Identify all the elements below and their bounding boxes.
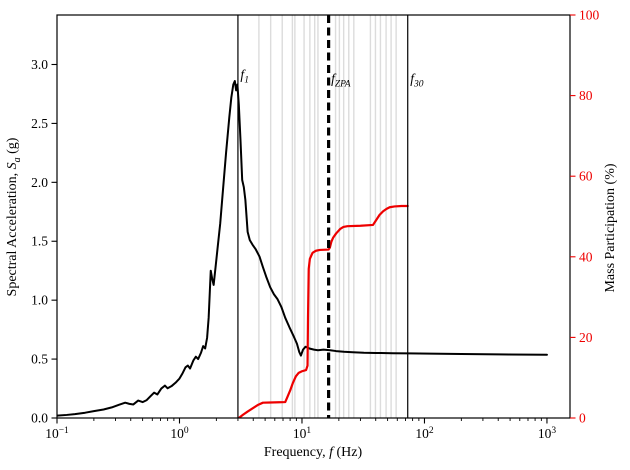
spectral-acceleration-spectrum-curve: [57, 79, 548, 417]
y-left-label-prefix: Spectral Acceleration,: [5, 169, 21, 297]
modal-frequency-lines: [258, 15, 397, 418]
x-tick-label: 102: [415, 426, 434, 441]
y-left-tick-label: 3.0: [31, 57, 48, 72]
x-axis-label-prefix: Frequency,: [263, 445, 330, 460]
cumulative-mass-participation-path: [237, 204, 409, 418]
y-right-tick-label: 80: [579, 88, 593, 103]
x-axis-label-suffix: (Hz): [332, 445, 363, 460]
y-left-axis-ticks: 0.0 0.5 1.0 1.5 2.0 2.5 3.0: [31, 57, 57, 426]
x-tick-label: 101: [293, 426, 312, 441]
plot-border: [56, 14, 571, 419]
y-left-axis-label: Spectral Acceleration, Sa (g): [5, 138, 23, 297]
y-left-tick-label: 1.0: [31, 293, 48, 308]
y-left-tick-label: 1.5: [31, 234, 48, 249]
marker-label-fZPA: fZPA: [331, 71, 351, 90]
x-tick-label: 103: [538, 426, 557, 441]
cumulative-mass-participation-curve: [237, 204, 409, 418]
y-left-tick-label: 2.5: [31, 116, 48, 131]
y-left-tick-label: 2.0: [31, 175, 48, 190]
y-right-tick-label: 100: [579, 8, 600, 23]
y-right-tick-label: 0: [579, 411, 586, 426]
y-right-label-text: Mass Participation (%): [603, 163, 618, 293]
x-axis-ticks: 10−1 100 101 102 103: [45, 418, 556, 441]
y-left-label-sub: a: [11, 157, 23, 163]
x-tick-label: 10−1: [45, 426, 69, 441]
y-left-tick-label: 0.0: [31, 411, 48, 426]
y-left-label-suffix: (g): [5, 137, 21, 158]
x-axis-label-var: f: [329, 445, 333, 460]
y-right-axis-ticks: 0 20 40 60 80 100: [570, 8, 600, 426]
spectral-acceleration-spectrum-path: [57, 79, 548, 417]
y-right-tick-label: 60: [579, 169, 593, 184]
y-left-tick-label: 0.5: [31, 352, 48, 367]
x-axis-label: Frequency, f (Hz): [264, 445, 362, 461]
y-right-axis-label: Mass Participation (%): [603, 163, 619, 292]
marker-labels: f1 fZPA f30: [240, 67, 423, 90]
marker-label-f1: f1: [240, 67, 249, 86]
y-right-tick-label: 20: [579, 330, 593, 345]
marker-label-f30: f30: [410, 71, 424, 90]
frequency-markers: [237, 15, 409, 418]
y-right-tick-label: 40: [579, 249, 593, 264]
x-tick-label: 100: [170, 426, 189, 441]
y-left-label-var: S: [5, 162, 21, 170]
